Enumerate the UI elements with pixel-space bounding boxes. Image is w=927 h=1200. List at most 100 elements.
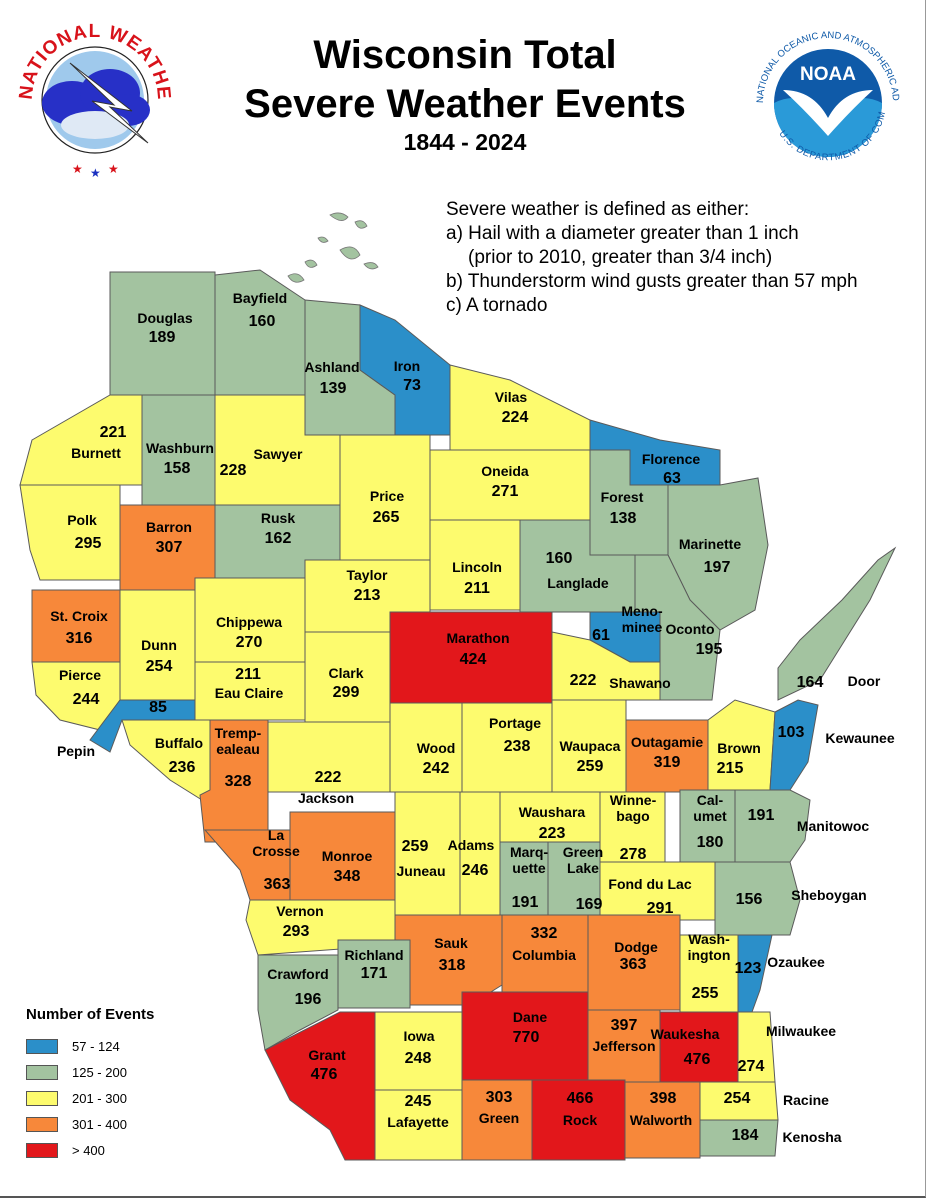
county-name-chippewa: Chippewa: [215, 614, 283, 630]
county-name-outagamie: Outagamie: [630, 734, 704, 750]
county-count-buffalo: 236: [168, 759, 196, 776]
county-count-chippewa: 270: [235, 634, 263, 651]
county-name-clark: Clark: [328, 665, 364, 681]
county-name-kenosha: Kenosha: [782, 1129, 842, 1145]
county-count-waupaca: 259: [576, 758, 604, 775]
county-count-outagamie: 319: [653, 754, 681, 771]
county-name-brown: Brown: [717, 740, 761, 756]
county-name-sauk: Sauk: [434, 935, 468, 951]
county-count-columbia: 332: [530, 925, 558, 942]
county-door: [777, 546, 897, 701]
county-count-kenosha: 184: [731, 1127, 759, 1144]
county-count-rusk: 162: [264, 530, 292, 547]
county-name-ozaukee: Ozaukee: [767, 954, 825, 970]
legend-item: 201 - 300: [26, 1085, 154, 1111]
county-name-iron: Iron: [393, 358, 421, 374]
county-buffalo: [121, 719, 211, 806]
county-count-kewaunee: 103: [777, 724, 805, 741]
county-name-waupaca: Waupaca: [559, 738, 621, 754]
county-count-adams: 246: [461, 862, 489, 879]
county-name-walworth: Walworth: [629, 1112, 693, 1128]
county-vilas: [449, 364, 591, 451]
county-name-waukesha: Waukesha: [650, 1026, 720, 1042]
county-name-barron: Barron: [146, 519, 192, 535]
county-count-ozaukee: 123: [734, 960, 762, 977]
county-name-juneau: Juneau: [396, 863, 446, 879]
county-name-pepin: Pepin: [56, 743, 96, 759]
apostle-island: [304, 259, 318, 268]
legend-label: > 400: [72, 1142, 105, 1158]
county-count-dane: 770: [512, 1029, 540, 1046]
county-name-milwaukee: Milwaukee: [765, 1023, 837, 1039]
county-count-langlade: 160: [545, 550, 573, 567]
county-name-marinette: Marinette: [678, 536, 742, 552]
county-name-door: Door: [847, 673, 881, 689]
county-name-vilas: Vilas: [494, 389, 528, 405]
county-count-monroe: 348: [333, 868, 361, 885]
county-name-manitowoc: Manitowoc: [796, 818, 870, 834]
county-name-shawano: Shawano: [609, 675, 671, 691]
county-name-douglas: Douglas: [137, 310, 193, 326]
apostle-island: [363, 262, 379, 270]
county-name-dodge: Dodge: [614, 939, 658, 955]
county-name-eau-claire: Eau Claire: [214, 685, 284, 701]
county-count-fond-du-lac: 291: [646, 900, 674, 917]
county-count-portage: 238: [503, 738, 531, 755]
county-count-ashland: 139: [319, 380, 347, 397]
apostle-island: [287, 273, 305, 283]
county-count-jackson: 222: [314, 769, 342, 786]
county-name-rock: Rock: [562, 1112, 598, 1128]
county-count-waushara: 223: [538, 825, 566, 842]
county-name-taylor: Taylor: [346, 567, 388, 583]
map-years: 1844 - 2024: [403, 129, 527, 155]
county-name-florence: Florence: [641, 451, 701, 467]
county-count-taylor: 213: [353, 587, 381, 604]
county-name-marathon: Marathon: [446, 630, 510, 646]
county-name-oneida: Oneida: [481, 463, 529, 479]
legend-item: 301 - 400: [26, 1111, 154, 1137]
county-name-adams: Adams: [447, 837, 495, 853]
legend-label: 57 - 124: [72, 1038, 120, 1054]
county-name-monroe: Monroe: [321, 848, 373, 864]
svg-text:★: ★: [90, 166, 101, 180]
legend-item: 57 - 124: [26, 1033, 154, 1059]
county-count-sheboygan: 156: [735, 891, 763, 908]
county-count-pierce: 244: [72, 691, 100, 708]
county-name-bayfield: Bayfield: [232, 290, 288, 306]
county-name-sheboygan: Sheboygan: [791, 887, 867, 903]
definition-tornado: c) A tornado: [446, 295, 548, 316]
county-count-vernon: 293: [282, 923, 310, 940]
legend-label: 125 - 200: [72, 1064, 127, 1080]
county-jackson: [267, 721, 391, 808]
county-count-washington: 255: [691, 985, 719, 1002]
county-name-marquette: Marq-uette: [509, 844, 549, 876]
county-walworth: [624, 1081, 701, 1159]
county-name-washburn: Washburn: [146, 440, 214, 456]
county-count-barron: 307: [155, 539, 183, 556]
county-count-calumet: 180: [696, 834, 724, 851]
county-rock: [531, 1079, 626, 1161]
county-name-waushara: Waushara: [518, 804, 586, 820]
county-count-juneau: 259: [401, 838, 429, 855]
county-count-jefferson: 397: [610, 1017, 638, 1034]
county-name-menominee: Meno-minee: [621, 603, 663, 635]
county-count-polk: 295: [74, 535, 102, 552]
county-count-sauk: 318: [438, 957, 466, 974]
county-name-sawyer: Sawyer: [253, 446, 303, 462]
county-name-fond-du-lac: Fond du Lac: [608, 876, 692, 892]
definition-hail-note: (prior to 2010, greater than 3/4 inch): [468, 247, 773, 268]
county-name-polk: Polk: [67, 512, 97, 528]
county-count-washburn: 158: [163, 460, 191, 477]
county-count-st-croix: 316: [65, 630, 93, 647]
county-name-richland: Richland: [344, 947, 404, 963]
county-count-florence: 63: [663, 470, 681, 487]
legend-swatch-yellow: [26, 1090, 58, 1106]
county-name-iowa: Iowa: [403, 1028, 435, 1044]
county-name-dane: Dane: [512, 1009, 548, 1025]
county-name-jackson: Jackson: [297, 790, 355, 806]
county-count-eau-claire: 211: [235, 666, 261, 683]
county-oconto: [634, 554, 721, 701]
apostle-island: [339, 246, 361, 260]
